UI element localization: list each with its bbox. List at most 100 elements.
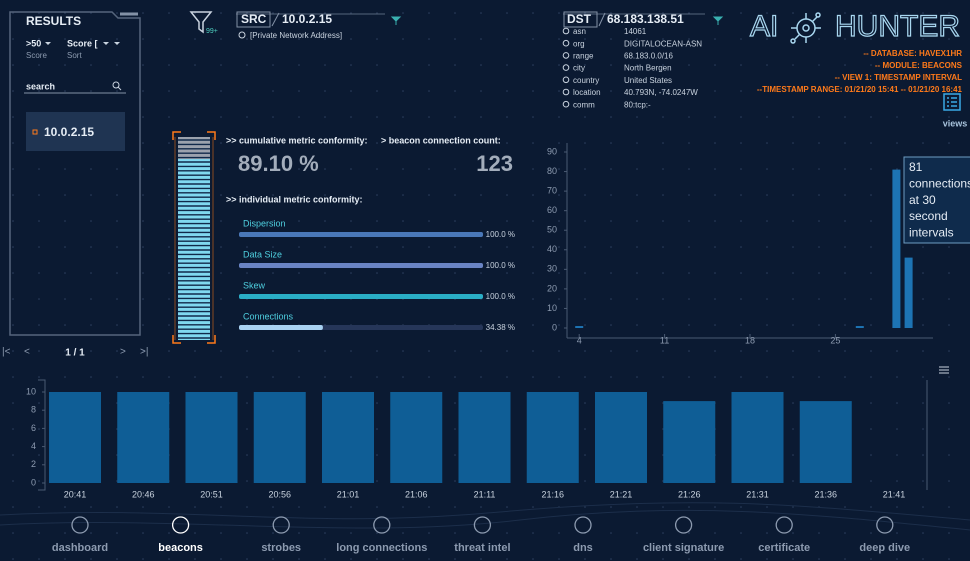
nav-label[interactable]: client signature xyxy=(643,542,724,554)
info-icon xyxy=(562,52,570,59)
dst-value: North Bergen xyxy=(624,64,672,73)
bar xyxy=(892,169,901,328)
bar xyxy=(575,326,584,328)
nav-icon xyxy=(71,516,89,534)
first-page[interactable]: |< xyxy=(2,347,11,358)
metric-label: Dispersion xyxy=(243,218,286,228)
views-label[interactable]: views xyxy=(943,118,968,128)
filter-icon[interactable] xyxy=(189,11,213,34)
nav-item[interactable]: strobes xyxy=(261,516,301,554)
nav-item[interactable]: threat intel xyxy=(454,516,511,554)
bar xyxy=(253,392,306,483)
info-line: --TIMESTAMP RANGE: 01/21/20 15:41 -- 01/… xyxy=(757,85,963,94)
search-icon xyxy=(112,81,120,89)
y-tick-label: 6 xyxy=(31,423,36,433)
y-tick-label: 20 xyxy=(547,283,557,293)
y-tick-label: 4 xyxy=(31,441,36,451)
score-filter[interactable]: >50 xyxy=(26,38,41,48)
next-page[interactable]: > xyxy=(120,347,126,358)
nav-icon xyxy=(373,516,391,534)
gauge-brackets xyxy=(172,131,216,344)
metric-bar xyxy=(239,263,483,268)
bar xyxy=(904,257,913,328)
result-marker xyxy=(32,129,38,135)
nav-item[interactable]: dns xyxy=(573,516,593,554)
nav-label[interactable]: strobes xyxy=(261,542,301,554)
nav-icon xyxy=(775,516,793,534)
metric-label: Connections xyxy=(243,311,294,321)
sort-label: Sort xyxy=(67,51,82,60)
tooltip-line: intervals xyxy=(909,225,954,239)
views-icon[interactable] xyxy=(943,93,961,111)
nav-label[interactable]: dashboard xyxy=(52,542,108,554)
nav-label[interactable]: beacons xyxy=(158,542,203,554)
metric-value: 100.0 % xyxy=(486,230,515,239)
bar xyxy=(526,392,579,483)
nav-label[interactable]: threat intel xyxy=(454,542,510,554)
results-frame xyxy=(9,11,141,336)
y-tick-label: 8 xyxy=(31,405,36,415)
dst-key: country xyxy=(573,76,599,85)
src-box xyxy=(236,11,271,28)
filter-badge: 99+ xyxy=(206,28,218,35)
nav-item[interactable]: certificate xyxy=(758,516,810,554)
bar xyxy=(799,401,852,483)
slash xyxy=(271,12,280,27)
dst-value: 68.183.0.0/16 xyxy=(624,52,673,61)
nav-item[interactable]: dashboard xyxy=(52,516,108,554)
x-tick-label: 18 xyxy=(745,335,755,345)
connection-count: 123 xyxy=(476,151,513,176)
logo-icon xyxy=(790,12,821,44)
bar xyxy=(731,392,784,483)
nav-icon xyxy=(272,516,290,534)
tooltip-line: second xyxy=(909,209,948,223)
info-line: -- MODULE: BEACONS xyxy=(875,61,963,70)
tooltip-line: 81 xyxy=(909,160,923,174)
src-ip: 10.0.2.15 xyxy=(282,12,332,26)
bar xyxy=(663,401,716,483)
info-icon xyxy=(562,27,570,35)
cumulative-title: >> cumulative metric conformity: xyxy=(226,135,368,145)
dst-value: 40.793N, -74.0247W xyxy=(624,88,698,97)
search-icon xyxy=(117,86,122,91)
sort-select[interactable]: Score [ xyxy=(67,38,98,48)
nav-label[interactable]: dns xyxy=(573,542,593,554)
logo-hunter: HUNTER xyxy=(835,10,960,43)
nav-label[interactable]: certificate xyxy=(758,542,810,554)
result-ip[interactable]: 10.0.2.15 xyxy=(44,125,94,139)
bar xyxy=(185,392,238,483)
info-icon xyxy=(562,100,570,108)
nav-item[interactable]: client signature xyxy=(643,516,724,554)
y-tick-label: 0 xyxy=(31,477,36,487)
nav-label[interactable]: deep dive xyxy=(859,542,910,554)
cumulative-value: 89.10 % xyxy=(238,151,319,176)
gauge-sides xyxy=(174,137,214,340)
search-input[interactable]: search xyxy=(26,81,55,91)
prev-page[interactable]: < xyxy=(24,347,30,358)
x-tick-label: 20:46 xyxy=(132,489,155,499)
nav-item[interactable]: long connections xyxy=(336,516,427,554)
nav-item[interactable]: deep dive xyxy=(859,516,910,554)
src-note: [Private Network Address] xyxy=(250,31,342,40)
info-icon xyxy=(238,31,246,39)
dst-value: 14061 xyxy=(624,27,647,36)
results-title: RESULTS xyxy=(26,14,81,28)
x-tick-label: 25 xyxy=(830,335,840,345)
x-tick-label: 21:11 xyxy=(474,489,496,499)
nav-icon xyxy=(574,516,592,534)
result-item[interactable] xyxy=(26,112,125,151)
y-tick-label: 0 xyxy=(552,322,557,332)
bar xyxy=(117,392,170,483)
nav-label[interactable]: long connections xyxy=(336,542,427,554)
dst-value: DIGITALOCEAN-ASN xyxy=(624,39,702,48)
last-page[interactable]: >| xyxy=(140,347,148,358)
menu-icon[interactable] xyxy=(939,366,949,374)
dst-box xyxy=(563,11,598,28)
dropdown-arrow xyxy=(45,42,51,45)
info-icon xyxy=(562,64,570,71)
x-tick-label: 21:21 xyxy=(610,489,633,499)
y-tick-label: 10 xyxy=(547,303,557,313)
metric-bar xyxy=(239,325,323,330)
nav-item[interactable]: beacons xyxy=(158,516,203,554)
y-tick-label: 80 xyxy=(547,166,557,176)
